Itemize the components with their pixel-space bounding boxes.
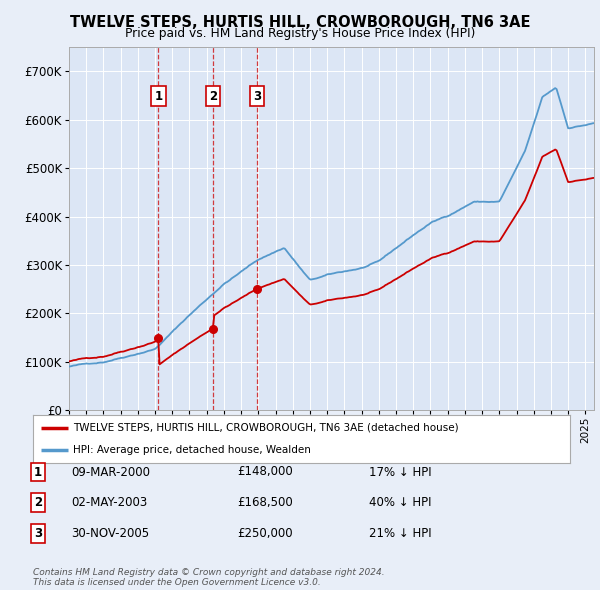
Text: 1: 1: [154, 90, 163, 103]
Text: 1: 1: [34, 466, 42, 478]
Text: 2: 2: [34, 496, 42, 509]
Text: 09-MAR-2000: 09-MAR-2000: [71, 466, 150, 478]
Text: 17% ↓ HPI: 17% ↓ HPI: [369, 466, 431, 478]
Text: 3: 3: [253, 90, 261, 103]
Text: Price paid vs. HM Land Registry's House Price Index (HPI): Price paid vs. HM Land Registry's House …: [125, 27, 475, 40]
Text: 2: 2: [209, 90, 217, 103]
Text: £168,500: £168,500: [237, 496, 293, 509]
Text: 3: 3: [34, 527, 42, 540]
Text: £148,000: £148,000: [237, 466, 293, 478]
Text: Contains HM Land Registry data © Crown copyright and database right 2024.
This d: Contains HM Land Registry data © Crown c…: [33, 568, 385, 587]
Text: 21% ↓ HPI: 21% ↓ HPI: [369, 527, 431, 540]
Text: 40% ↓ HPI: 40% ↓ HPI: [369, 496, 431, 509]
Text: TWELVE STEPS, HURTIS HILL, CROWBOROUGH, TN6 3AE: TWELVE STEPS, HURTIS HILL, CROWBOROUGH, …: [70, 15, 530, 30]
Text: 30-NOV-2005: 30-NOV-2005: [71, 527, 149, 540]
Text: HPI: Average price, detached house, Wealden: HPI: Average price, detached house, Weal…: [73, 445, 311, 455]
Text: £250,000: £250,000: [237, 527, 293, 540]
Text: 02-MAY-2003: 02-MAY-2003: [71, 496, 147, 509]
Text: TWELVE STEPS, HURTIS HILL, CROWBOROUGH, TN6 3AE (detached house): TWELVE STEPS, HURTIS HILL, CROWBOROUGH, …: [73, 423, 459, 433]
